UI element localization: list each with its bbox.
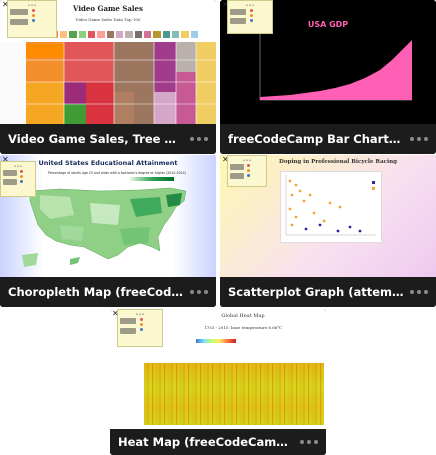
close-icon[interactable]: ✕ (112, 309, 119, 318)
bar-chart-thumbnail: USA GDP ✕ ▫ ▫ ▫ (220, 0, 436, 124)
card-title[interactable]: Video Game Sales, Tree Map, d3... (8, 132, 184, 146)
control-panel: ▫ ▫ ▫ (117, 309, 163, 347)
control-panel: ▫ ▫ ▫ (0, 161, 36, 197)
heat-grid (144, 363, 324, 425)
heat-subtitle: 1753 - 2015: base temperature 8.66℃ (204, 325, 282, 330)
panel-button-secondary[interactable] (3, 179, 17, 185)
project-card-choropleth[interactable]: United States Educational Attainment Per… (0, 155, 216, 307)
treemap-rects (0, 42, 216, 124)
scatter-title: Doping in Professional Bicycle Racing (279, 159, 397, 165)
card-title[interactable]: Heat Map (freeCodeCamp, PASS... (118, 435, 294, 449)
project-card-treemap[interactable]: Video Game Sales Video Game Sales Data T… (0, 0, 216, 154)
more-options-icon[interactable] (410, 137, 428, 141)
close-icon[interactable]: ✕ (2, 0, 9, 9)
close-icon[interactable]: ✕ (2, 155, 9, 164)
heat-title: Global Heat Map (221, 313, 265, 319)
control-panel: ▫ ▫ ▫ (227, 155, 267, 187)
panel-button[interactable] (10, 9, 28, 15)
card-caption: Video Game Sales, Tree Map, d3... (0, 124, 216, 154)
card-title[interactable]: freeCodeCamp Bar Chart (attem... (228, 132, 404, 146)
project-card-scatterplot[interactable]: Doping in Professional Bicycle Racing ✕ … (220, 155, 436, 307)
project-card-heat-map[interactable]: Global Heat Map 1753 - 2015: base temper… (110, 309, 326, 455)
card-title[interactable]: Choropleth Map (freeCodeCamp... (8, 285, 184, 299)
choropleth-subtitle: Percentage of adults age 25 and older wi… (48, 171, 186, 175)
control-panel: ▫ ▫ ▫ (227, 0, 273, 34)
panel-button[interactable] (230, 9, 246, 15)
panel-button-secondary[interactable] (230, 173, 244, 179)
choropleth-thumbnail: United States Educational Attainment Per… (0, 155, 216, 279)
treemap-thumbnail: Video Game Sales Video Game Sales Data T… (0, 0, 216, 124)
project-card-bar-chart[interactable]: USA GDP ✕ ▫ ▫ ▫ freeCodeCamp Bar Chart (… (220, 0, 436, 154)
more-options-icon[interactable] (190, 137, 208, 141)
bar-chart-title: USA GDP (307, 20, 349, 29)
heat-map-thumbnail: Global Heat Map 1753 - 2015: base temper… (110, 309, 326, 429)
close-icon[interactable]: ✕ (222, 155, 229, 164)
us-map (22, 187, 187, 267)
panel-button[interactable] (3, 170, 17, 176)
panel-button-secondary[interactable] (10, 19, 28, 25)
panel-button[interactable] (120, 318, 136, 324)
more-options-icon[interactable] (190, 290, 208, 294)
scatter-points (285, 175, 376, 236)
more-options-icon[interactable] (410, 290, 428, 294)
panel-button-secondary[interactable] (120, 328, 136, 334)
control-panel: ▫ ▫ ▫ (7, 0, 57, 38)
card-caption: Choropleth Map (freeCodeCamp... (0, 277, 216, 307)
treemap-subtitle: Video Game Sales Data Top 100 (75, 17, 141, 22)
close-icon[interactable]: ✕ (222, 0, 229, 9)
gdp-area (259, 34, 412, 101)
scatterplot-thumbnail: Doping in Professional Bicycle Racing ✕ … (220, 155, 436, 279)
heat-legend (196, 339, 236, 343)
scatter-plot-area (280, 171, 382, 243)
card-caption: Heat Map (freeCodeCamp, PASS... (110, 429, 326, 455)
panel-button[interactable] (230, 164, 244, 170)
card-title[interactable]: Scatterplot Graph (attempt 2, fr... (228, 285, 404, 299)
panel-button-secondary[interactable] (230, 18, 246, 24)
card-caption: Scatterplot Graph (attempt 2, fr... (220, 277, 436, 307)
more-options-icon[interactable] (300, 440, 318, 444)
choropleth-title: United States Educational Attainment (38, 159, 178, 167)
card-caption: freeCodeCamp Bar Chart (attem... (220, 124, 436, 154)
choropleth-legend (130, 177, 174, 181)
treemap-title: Video Game Sales (73, 4, 143, 13)
